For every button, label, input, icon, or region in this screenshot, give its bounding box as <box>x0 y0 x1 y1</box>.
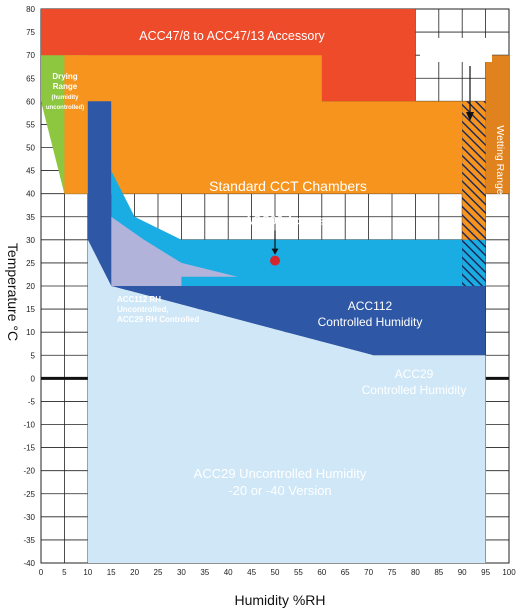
label-acc112-rh: ACC112 RH Uncontrolled, ACC29 RH Controlle… <box>117 295 199 324</box>
y-tick-label: 15 <box>26 305 35 314</box>
psychrometric-hatch <box>462 101 486 286</box>
y-tick-label: 25 <box>26 259 35 268</box>
y-tick-label: 0 <box>31 374 36 383</box>
regions <box>41 9 509 564</box>
y-tick-label: 65 <box>26 74 35 83</box>
acc90-point <box>270 255 280 266</box>
x-axis-ticks: 0 5 10 15 20 25 30 35 40 45 50 55 60 65 70 75 80 85 90 95 10… <box>39 568 516 577</box>
y-tick-label: 10 <box>26 328 35 337</box>
x-tick-label: 95 <box>481 568 490 577</box>
y-axis-title: Temperature °C <box>5 243 21 341</box>
region-acc29-uncontrolled <box>87 239 486 564</box>
x-tick-label: 65 <box>341 568 350 577</box>
x-tick-label: 40 <box>224 568 233 577</box>
x-tick-label: 75 <box>388 568 397 577</box>
x-tick-label: 0 <box>39 568 44 577</box>
region-acc29-controlled <box>87 101 486 356</box>
hatch-upper <box>462 101 486 240</box>
x-tick-label: 30 <box>177 568 186 577</box>
x-tick-label: 5 <box>62 568 67 577</box>
hatch-lower <box>462 239 486 286</box>
y-tick-label: 40 <box>26 190 35 199</box>
x-tick-label: 45 <box>247 568 256 577</box>
y-tick-label: 75 <box>26 28 35 37</box>
y-tick-label: 5 <box>31 351 36 360</box>
x-tick-label: 10 <box>83 568 92 577</box>
x-tick-label: 85 <box>434 568 443 577</box>
y-tick-label: -20 <box>23 467 35 476</box>
x-axis-title: Humidity %RH <box>234 592 325 608</box>
label-acc112: ACC112 Controlled Humidity <box>318 299 423 329</box>
y-tick-label: 60 <box>26 97 35 106</box>
x-tick-label: 35 <box>200 568 209 577</box>
label-acc47: ACC47/8 to ACC47/13 Accessory <box>139 29 325 43</box>
x-tick-label: 25 <box>154 568 163 577</box>
x-tick-label: 70 <box>364 568 373 577</box>
x-tick-label: 20 <box>130 568 139 577</box>
y-tick-label: -40 <box>23 559 35 568</box>
label-wetting: Wetting Range <box>494 125 506 194</box>
x-tick-label: 100 <box>502 568 516 577</box>
region-acc112 <box>111 170 486 286</box>
label-acc29-controlled: ACC29 Controlled Humidity <box>362 367 467 397</box>
x-tick-label: 15 <box>107 568 116 577</box>
psychrometric-arrow-head <box>466 112 474 121</box>
annotations: ACC90 Accessory <box>245 38 492 266</box>
y-tick-label: 55 <box>26 120 35 129</box>
y-tick-label: -10 <box>23 421 35 430</box>
label-acc29-uncontrolled: ACC29 Uncontrolled Humidity -20 or -40 Ve… <box>194 466 367 498</box>
y-tick-label: 50 <box>26 144 35 153</box>
y-tick-label: 30 <box>26 236 35 245</box>
x-tick-label: 60 <box>317 568 326 577</box>
y-tick-label: -25 <box>23 490 35 499</box>
region-acc112-rh <box>111 216 238 286</box>
region-wetting <box>485 55 509 194</box>
region-standard-cct <box>64 55 486 194</box>
y-tick-label: 70 <box>26 51 35 60</box>
y-tick-label: -30 <box>23 513 35 522</box>
x-tick-label: 80 <box>411 568 420 577</box>
y-axis-ticks: 80757065605550454035302520151050-5-10-15… <box>23 5 35 568</box>
y-tick-label: 80 <box>26 5 35 14</box>
x-tick-label: 90 <box>458 568 467 577</box>
label-drying: Drying Range (humidity uncontrolled) <box>46 72 84 111</box>
x-tick-label: 50 <box>271 568 280 577</box>
y-tick-label: -5 <box>28 397 36 406</box>
y-tick-label: -35 <box>23 536 35 545</box>
label-standard-cct: Standard CCT Chambers <box>209 178 367 194</box>
y-tick-label: -15 <box>23 444 35 453</box>
label-acc90: ACC90 Accessory <box>245 214 342 228</box>
x-tick-label: 55 <box>294 568 303 577</box>
y-tick-label: 20 <box>26 282 35 291</box>
region-labels: ACC47/8 to ACC47/13 Accessory Drying Range… <box>46 29 506 498</box>
y-tick-label: 45 <box>26 167 35 176</box>
psychrometric-label-bg <box>420 38 492 62</box>
acc90-arrow-head <box>271 248 279 255</box>
y-tick-label: 35 <box>26 213 35 222</box>
